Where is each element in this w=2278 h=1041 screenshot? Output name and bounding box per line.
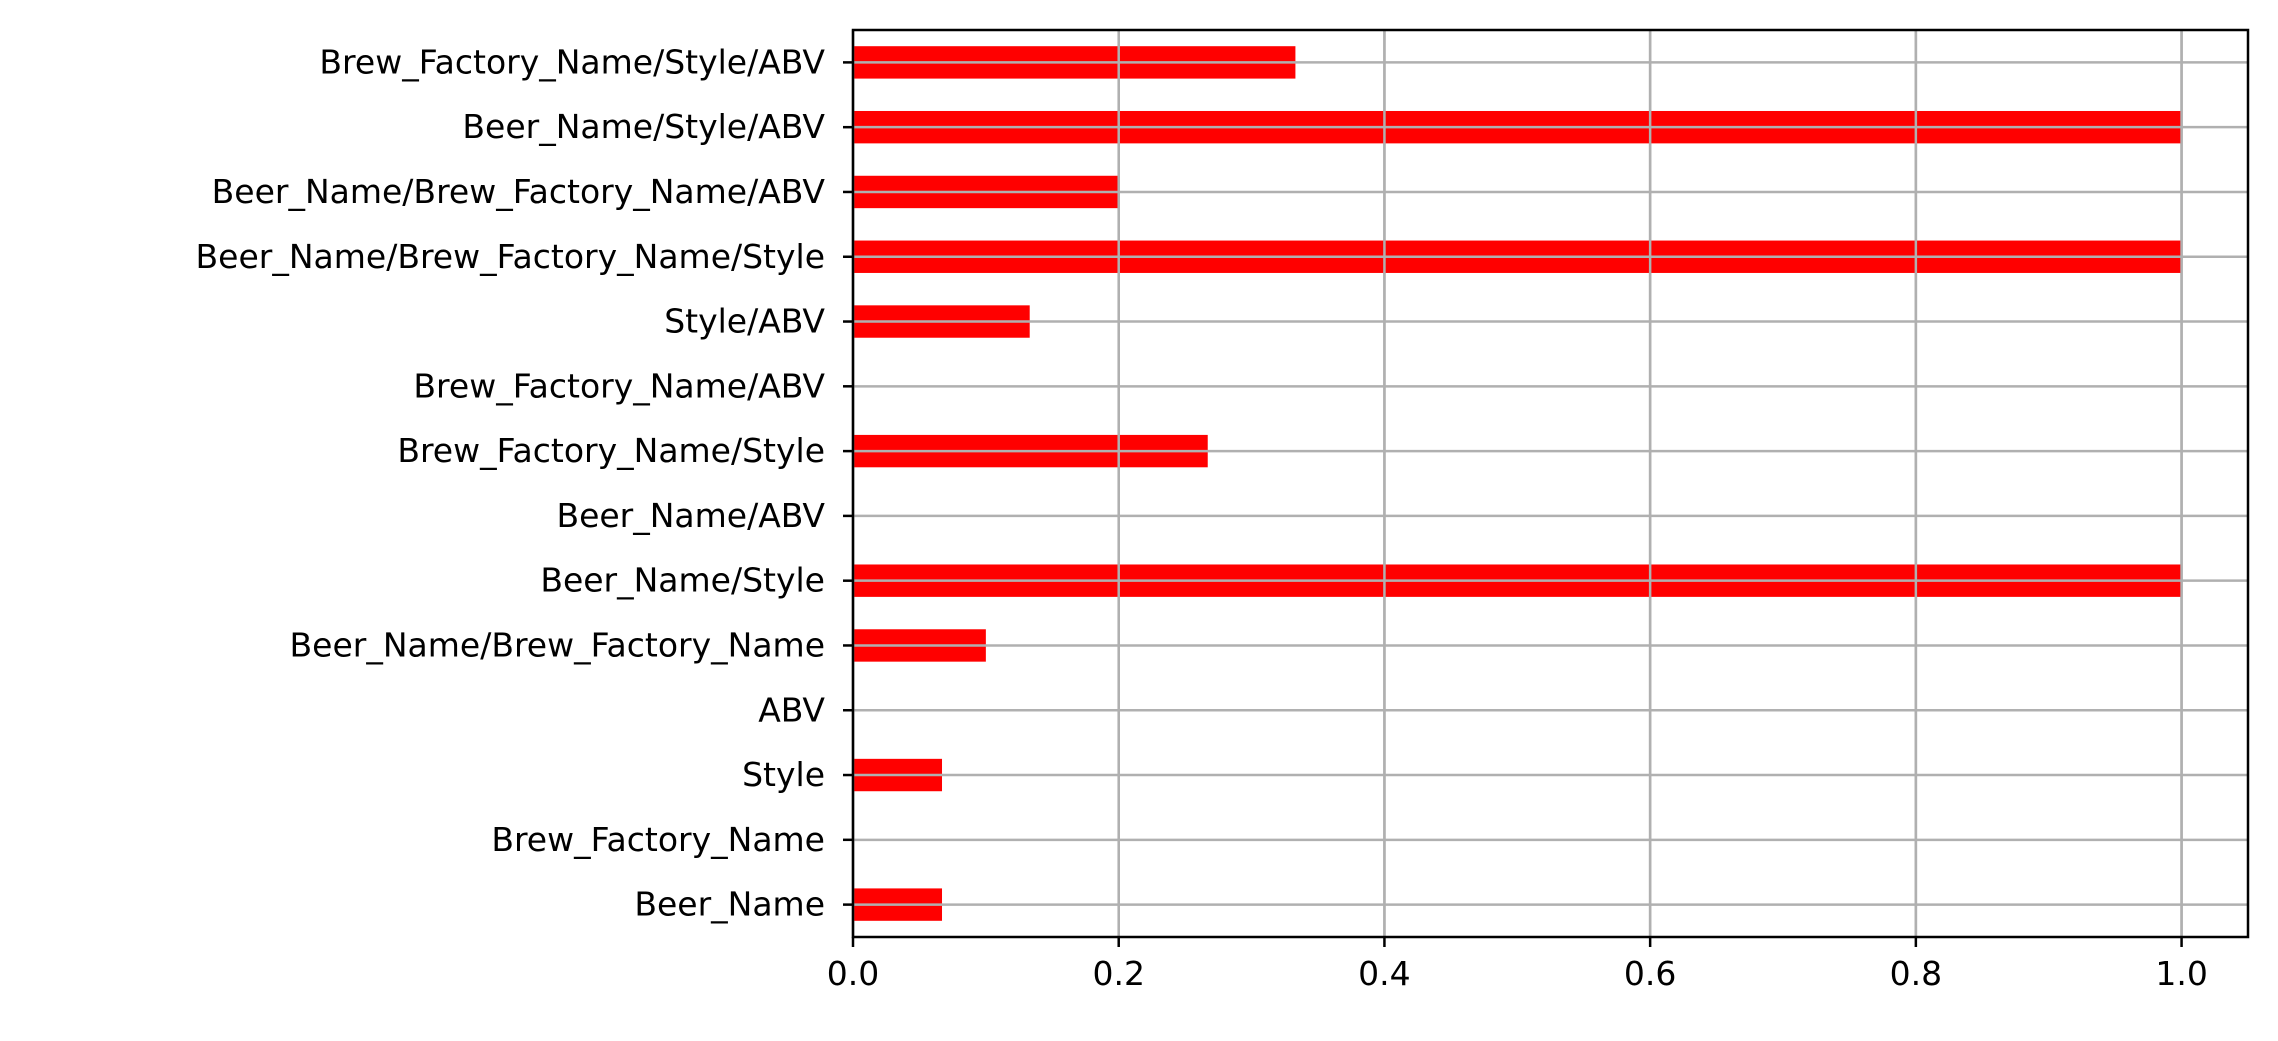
y-tick-label: Brew_Factory_Name/ABV — [413, 366, 825, 405]
x-tick-label: 0.4 — [1358, 954, 1410, 993]
axes-frame — [851, 28, 2250, 939]
plot-frame — [851, 28, 2250, 939]
y-tick-label: Brew_Factory_Name/Style/ABV — [319, 42, 825, 81]
y-tick-label: Beer_Name — [634, 885, 825, 924]
grid-layer — [851, 30, 2183, 937]
y-tick-label: Beer_Name/Brew_Factory_Name/Style — [196, 237, 825, 276]
x-tick-label: 0.0 — [827, 954, 879, 993]
bars-layer — [851, 30, 2248, 937]
y-tick-label: Beer_Name/Style — [540, 561, 825, 600]
x-tick-label: 1.0 — [2155, 954, 2207, 993]
y-axis: Brew_Factory_Name/Style/ABV Beer_Name/Sty… — [196, 42, 853, 924]
y-tick-label: Brew_Factory_Name — [491, 820, 825, 859]
y-tick-label: Beer_Name/ABV — [556, 496, 825, 535]
x-tick-label: 0.8 — [1890, 954, 1942, 993]
x-tick-label: 0.6 — [1624, 954, 1676, 993]
x-axis: 0.0 0.2 0.4 0.6 0.8 1.0 — [827, 937, 2208, 993]
y-tick-label: Beer_Name/Brew_Factory_Name — [290, 625, 825, 664]
y-tick-label: Beer_Name/Style/ABV — [462, 107, 825, 146]
y-tick-label: Brew_Factory_Name/Style — [397, 431, 825, 470]
y-tick-label: Style/ABV — [664, 302, 825, 341]
y-tick-label: ABV — [758, 690, 825, 729]
y-tick-label: Beer_Name/Brew_Factory_Name/ABV — [212, 172, 826, 211]
x-tick-label: 0.2 — [1092, 954, 1144, 993]
y-tick-label: Style — [742, 755, 825, 794]
